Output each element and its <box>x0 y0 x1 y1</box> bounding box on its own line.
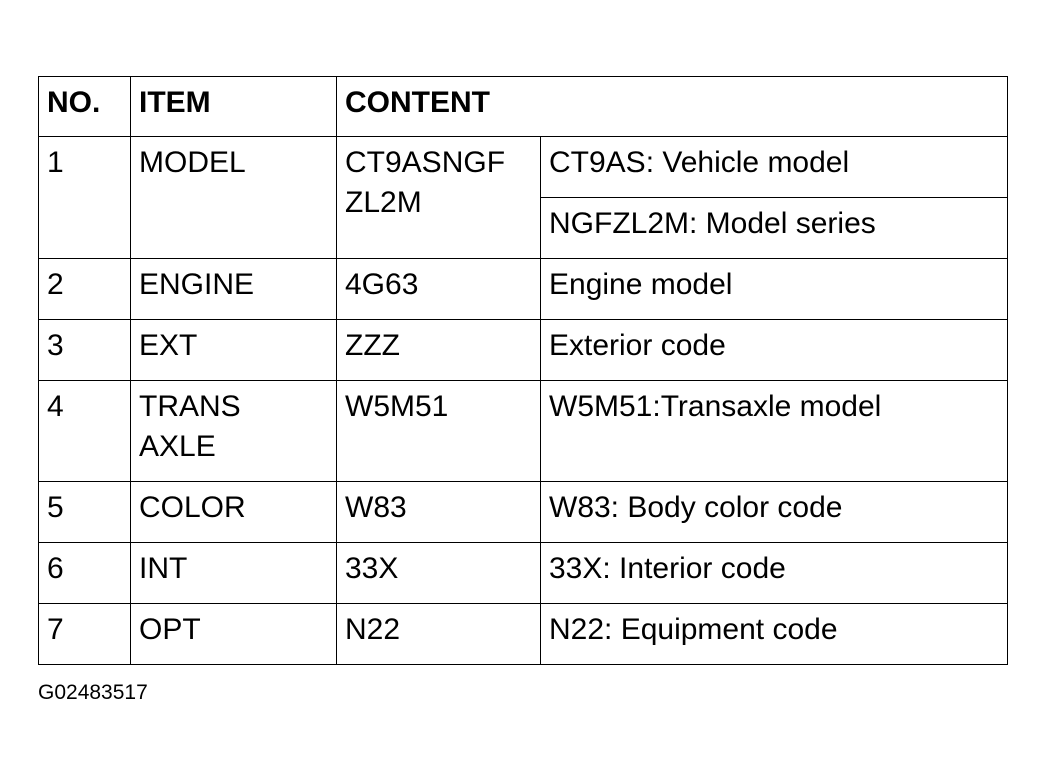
cell-item: INT <box>130 542 337 604</box>
cell-code: 33X <box>336 542 541 604</box>
table-row: 1 MODEL CT9ASNGF ZL2M CT9AS: Vehicle mode… <box>38 136 1008 259</box>
cell-no: 6 <box>38 542 131 604</box>
table-row: 5 COLOR W83 W83: Body color code <box>38 481 1008 543</box>
cell-desc: CT9AS: Vehicle model <box>540 136 1008 198</box>
item-line: TRANS <box>139 390 241 423</box>
cell-no: 2 <box>38 258 131 320</box>
cell-desc: 33X: Interior code <box>540 542 1008 604</box>
cell-no: 3 <box>38 319 131 381</box>
cell-desc: W83: Body color code <box>540 481 1008 543</box>
header-no: NO. <box>38 76 131 137</box>
cell-code: N22 <box>336 603 541 665</box>
figure-id: G02483517 <box>38 681 148 704</box>
cell-code: 4G63 <box>336 258 541 320</box>
table-row: 4 TRANS AXLE W5M51 W5M51:Transaxle model <box>38 380 1008 482</box>
cell-desc: N22: Equipment code <box>540 603 1008 665</box>
cell-desc: Engine model <box>540 258 1008 320</box>
header-content: CONTENT <box>336 76 1008 137</box>
cell-no: 7 <box>38 603 131 665</box>
code-line: CT9ASNGF <box>345 146 506 179</box>
table-row: 3 EXT ZZZ Exterior code <box>38 319 1008 381</box>
cell-desc: W5M51:Transaxle model <box>540 380 1008 482</box>
cell-item: ENGINE <box>130 258 337 320</box>
cell-code: W83 <box>336 481 541 543</box>
item-line: AXLE <box>139 430 216 463</box>
table-row: 2 ENGINE 4G63 Engine model <box>38 258 1008 320</box>
table-subrow: NGFZL2M: Model series <box>39 197 1008 259</box>
cell-code: W5M51 <box>336 380 541 482</box>
cell-desc: Exterior code <box>540 319 1008 381</box>
cell-no: 4 <box>38 380 131 482</box>
cell-item: EXT <box>130 319 337 381</box>
cell-item: COLOR <box>130 481 337 543</box>
cell-item: MODEL <box>130 136 337 259</box>
header-row: NO. ITEM CONTENT <box>38 76 1008 137</box>
vehicle-code-table: NO. ITEM CONTENT 1 MODEL CT9ASNGF ZL2M CT… <box>38 76 1008 665</box>
cell-code: CT9ASNGF ZL2M <box>336 136 541 259</box>
cell-desc: NGFZL2M: Model series <box>540 197 1008 259</box>
header-item: ITEM <box>130 76 337 137</box>
cell-code: ZZZ <box>336 319 541 381</box>
cell-item: TRANS AXLE <box>130 380 337 482</box>
table-row: 6 INT 33X 33X: Interior code <box>38 542 1008 604</box>
cell-no: 5 <box>38 481 131 543</box>
cell-no: 1 <box>38 136 131 259</box>
cell-item: OPT <box>130 603 337 665</box>
table-row: 7 OPT N22 N22: Equipment code <box>38 603 1008 665</box>
code-line: ZL2M <box>345 186 422 219</box>
